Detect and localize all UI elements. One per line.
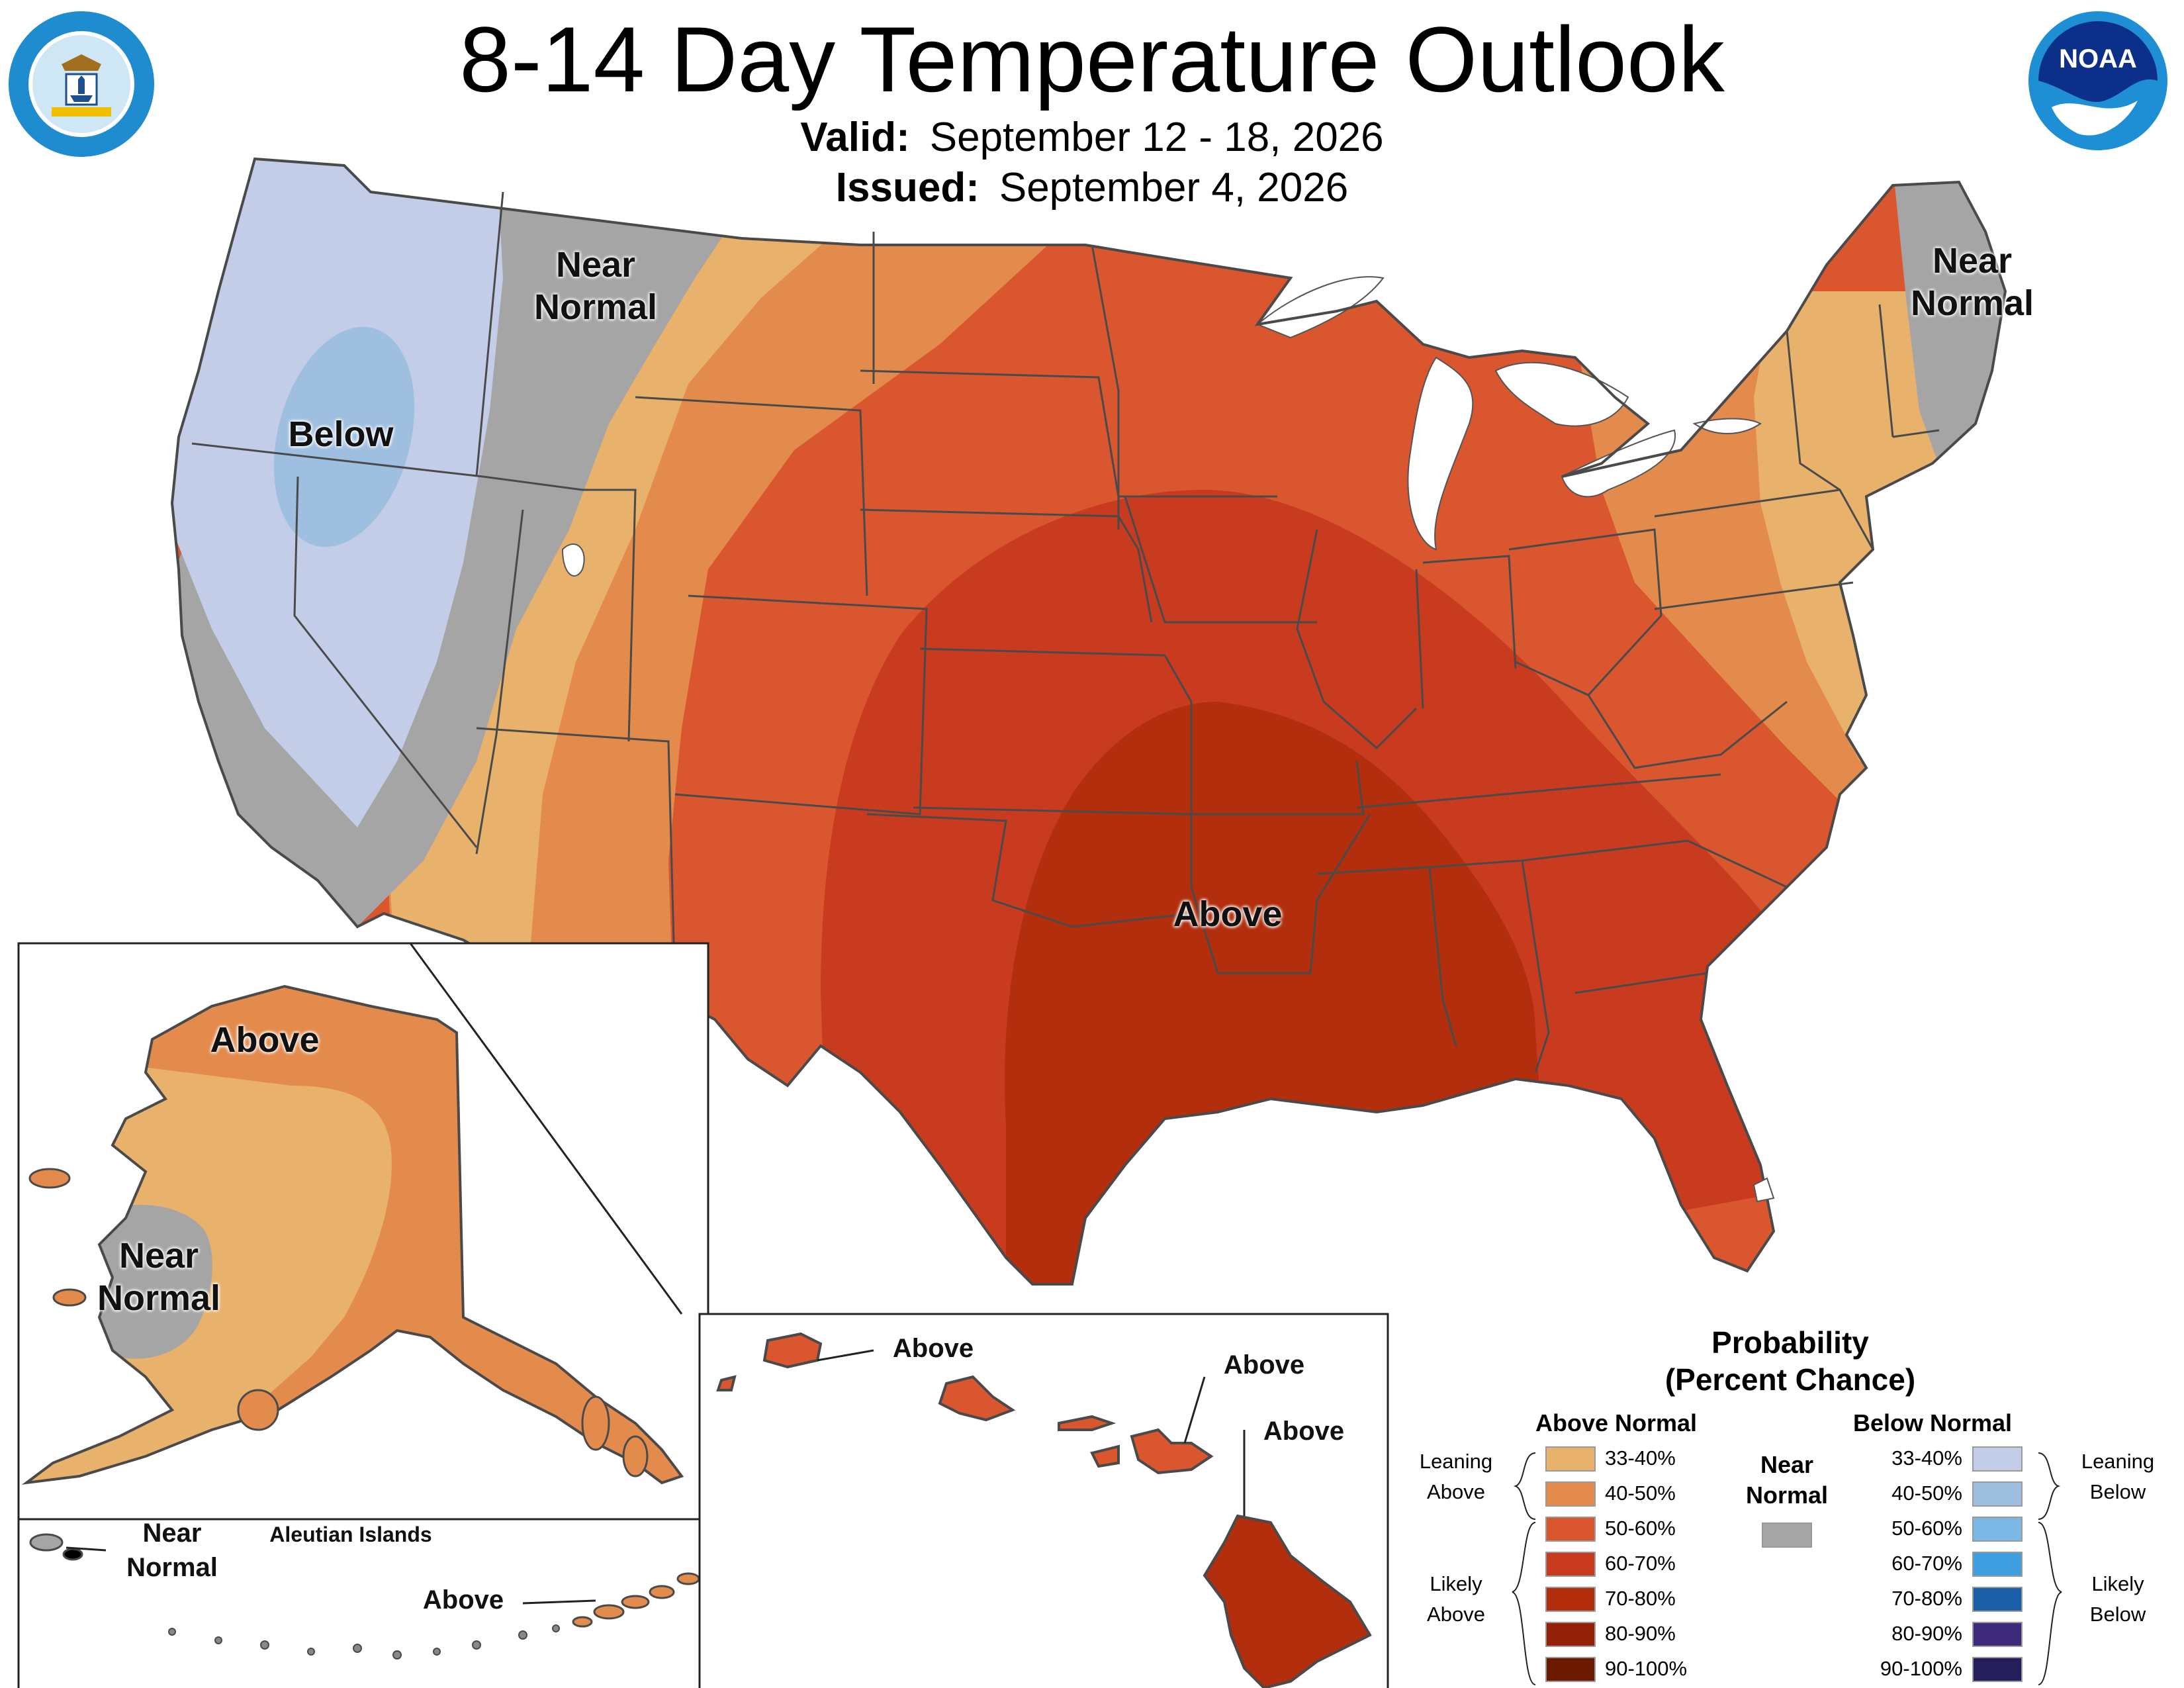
label-hawaii-above-big-island: Above	[1263, 1417, 1345, 1446]
legend-swatch-near-normal	[1762, 1523, 1812, 1548]
legend-swatch-above-7	[1545, 1657, 1596, 1682]
legend-range-above-4: 60-70%	[1605, 1552, 1676, 1575]
legend-range-below-1: 33-40%	[1891, 1446, 1962, 1470]
issued-label: Issued:	[835, 165, 979, 211]
label-aleutian-above: Above	[422, 1585, 504, 1615]
valid-value: September 12 - 18, 2026	[929, 115, 1384, 160]
legend-swatch-above-6	[1545, 1622, 1596, 1647]
legend-range-above-1: 33-40%	[1605, 1446, 1676, 1470]
legend-near-normal-label: Near Normal	[1745, 1451, 1829, 1509]
label-alaska-above: Above	[210, 1020, 320, 1060]
legend-leaning-above: Leaning Above	[1419, 1450, 1493, 1503]
label-aleutian-islands: Aleutian Islands	[269, 1523, 432, 1546]
issued-date: Issued: September 4, 2026	[199, 163, 1985, 213]
legend-swatch-above-5	[1545, 1587, 1596, 1612]
valid-dates: Valid: September 12 - 18, 2026	[199, 113, 1985, 163]
legend-swatch-below-7	[1972, 1657, 2023, 1682]
label-conus-near-normal-northeast: Near Normal	[1910, 241, 2034, 323]
label-alaska-near-normal: Near Normal	[97, 1236, 221, 1318]
legend-range-below-3: 50-60%	[1891, 1517, 1962, 1540]
legend-range-below-4: 60-70%	[1891, 1552, 1962, 1575]
legend-title: Probability (Percent Chance)	[1575, 1324, 2005, 1398]
valid-label: Valid:	[800, 115, 910, 160]
label-aleutian-near-normal: Near Normal	[126, 1519, 218, 1582]
label-conus-above: Above	[1173, 894, 1283, 934]
legend-likely-below: Likely Below	[2089, 1572, 2146, 1626]
legend-range-below-6: 80-90%	[1891, 1622, 1962, 1645]
legend-range-below-7: 90-100%	[1880, 1657, 1962, 1680]
noaa-logo-text: NOAA	[2059, 44, 2137, 73]
legend-title-line1: Probability	[1711, 1325, 1869, 1360]
label-conus-below: Below	[288, 414, 394, 454]
legend-range-above-2: 40-50%	[1605, 1481, 1676, 1505]
legend-swatch-above-3	[1545, 1517, 1596, 1542]
legend-range-above-3: 50-60%	[1605, 1517, 1676, 1540]
legend-range-below-2: 40-50%	[1891, 1481, 1962, 1505]
page-title: 8-14 Day Temperature Outlook	[459, 7, 1725, 111]
legend-swatch-below-3	[1972, 1517, 2023, 1542]
legend-title-line2: (Percent Chance)	[1664, 1362, 1916, 1397]
legend-swatch-below-1	[1972, 1446, 2023, 1472]
issued-value: September 4, 2026	[999, 165, 1349, 211]
label-hawaii-above-kauai: Above	[892, 1334, 974, 1363]
legend-above-header: Above Normal	[1535, 1409, 1698, 1436]
legend-likely-above: Likely Above	[1427, 1572, 1485, 1626]
legend-range-below-5: 70-80%	[1891, 1587, 1962, 1610]
legend-swatch-above-2	[1545, 1481, 1596, 1507]
legend-swatch-above-1	[1545, 1446, 1596, 1472]
legend-swatch-below-2	[1972, 1481, 2023, 1507]
legend-swatch-below-5	[1972, 1587, 2023, 1612]
legend-leaning-below: Leaning Below	[2081, 1450, 2155, 1503]
legend-below-header: Below Normal	[1852, 1409, 2013, 1436]
commerce-seal-logo	[5, 8, 158, 160]
label-hawaii-above-maui: Above	[1223, 1350, 1305, 1380]
legend-range-above-7: 90-100%	[1605, 1657, 1688, 1680]
noaa-logo: NOAA	[2025, 8, 2171, 154]
label-conus-near-normal-west: Near Normal	[533, 245, 658, 327]
legend-swatch-below-4	[1972, 1552, 2023, 1577]
legend-swatch-below-6	[1972, 1622, 2023, 1647]
legend-range-above-5: 70-80%	[1605, 1587, 1676, 1610]
legend-range-above-6: 80-90%	[1605, 1622, 1676, 1645]
legend-swatch-above-4	[1545, 1552, 1596, 1577]
